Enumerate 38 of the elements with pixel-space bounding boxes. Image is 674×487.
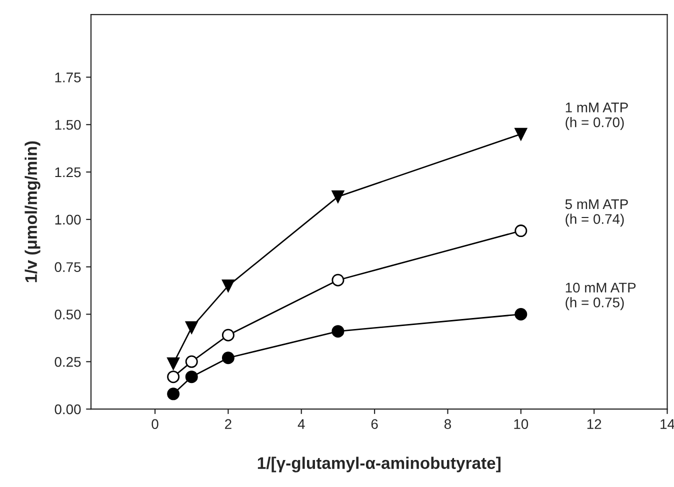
y-tick-label: 1.00 <box>55 214 81 225</box>
text: 5 mM ATP <box>565 199 628 210</box>
text: 10 mM ATP <box>566 282 636 293</box>
y-tick-label: 1.75 <box>55 72 81 82</box>
point <box>514 308 528 321</box>
y-axis-title: 1/v (μmol/mg/min) <box>24 141 40 282</box>
point <box>185 370 198 384</box>
y-tick-label: 0.75 <box>54 262 81 272</box>
point <box>167 388 180 400</box>
point <box>185 355 198 368</box>
text: 1 mM ATP <box>566 102 628 112</box>
point <box>167 357 180 370</box>
y-tick-label: 1.50 <box>55 120 81 130</box>
x-tick-label: 2 <box>225 419 232 429</box>
x-tick-label: 4 <box>298 419 305 429</box>
y-tick-label: 0.25 <box>54 357 81 367</box>
point <box>185 321 198 334</box>
point <box>332 190 344 203</box>
annotation: (h = 0.75) <box>566 297 624 310</box>
x-tick-label: 8 <box>444 419 451 430</box>
x-tick-label: 0 <box>152 419 158 430</box>
x-axis-title: 1/[γ-glutamyl-α-aminobutyrate] <box>258 456 500 472</box>
point <box>514 128 528 140</box>
point <box>222 280 234 292</box>
x-tick-label: 10 <box>514 419 528 430</box>
x-tick-label: 6 <box>371 419 378 430</box>
point <box>222 352 234 364</box>
point <box>514 224 528 238</box>
y-tick-label: 1.25 <box>55 167 81 178</box>
point <box>332 325 344 338</box>
y-tick-label: 0.00 <box>54 404 81 414</box>
point <box>167 370 180 384</box>
point <box>332 274 344 286</box>
annotation: (h = 0.70) <box>566 117 624 130</box>
annotation: (h = 0.74) <box>566 214 624 227</box>
x-tick-label: 12 <box>587 419 602 429</box>
point <box>222 328 234 342</box>
y-tick-label: 0.50 <box>54 310 81 320</box>
